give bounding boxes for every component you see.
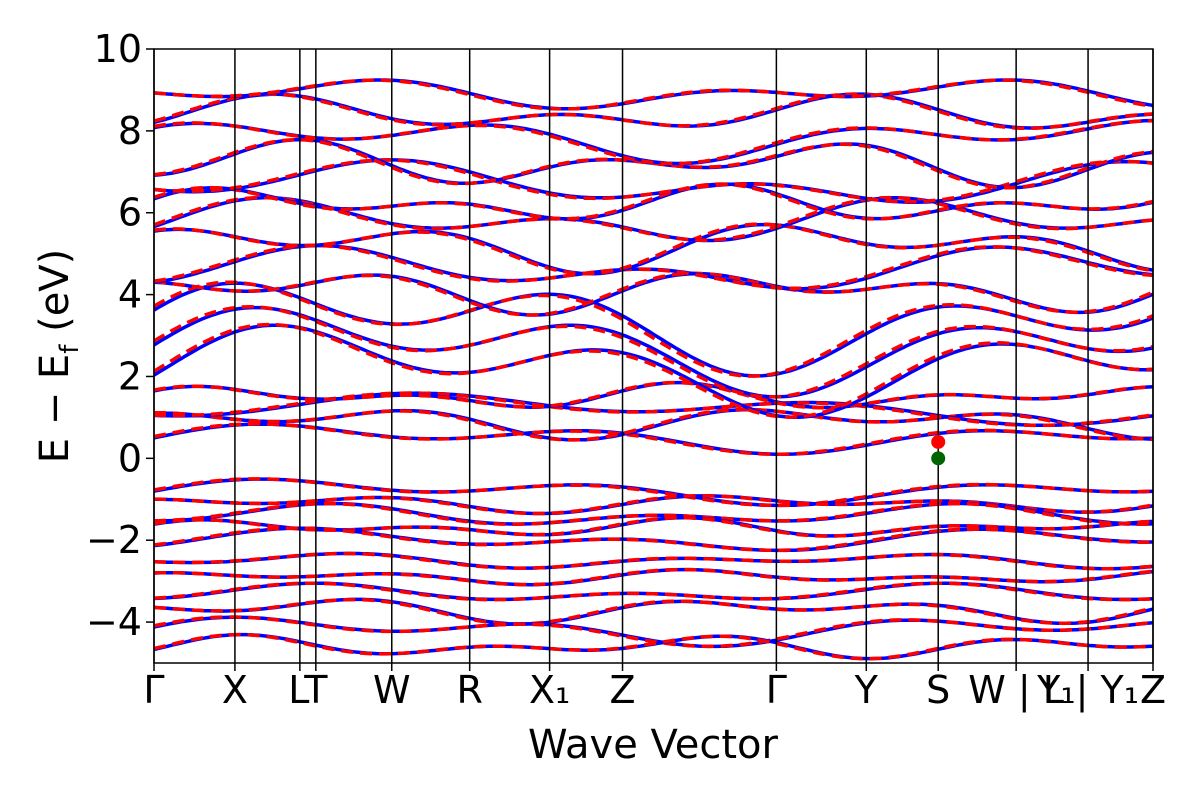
y-axis-title-main: E − E <box>32 354 78 464</box>
band-line-solid <box>154 271 1153 317</box>
band-line-dashed <box>154 615 1153 649</box>
k-point-label: Y₁| Y₁ <box>1036 668 1139 713</box>
plot-frame <box>153 48 1154 664</box>
k-point-label: Γ <box>766 668 787 712</box>
band-line-dashed <box>154 422 1153 456</box>
band-line-dashed <box>154 526 1153 552</box>
bands-layer <box>154 78 1153 661</box>
k-point-label: LT <box>288 668 328 712</box>
y-tick-label: −4 <box>86 600 142 644</box>
band-line-dashed <box>154 78 1153 111</box>
band-edge-markers <box>931 434 946 466</box>
y-tick-label: 2 <box>118 354 142 398</box>
band-line-dashed <box>154 407 1153 442</box>
y-tick-label: 0 <box>118 436 142 480</box>
k-point-label: R <box>456 668 482 712</box>
k-point-label: Y <box>854 668 879 712</box>
y-tick-label: 6 <box>118 191 142 235</box>
y-axis-title: E − Ef (eV) <box>32 249 85 464</box>
band-line-dashed <box>154 280 1153 378</box>
valence-band-maximum-marker <box>931 451 946 466</box>
conduction-band-minimum-marker <box>931 434 946 449</box>
y-tick-label: −2 <box>86 518 142 562</box>
k-point-label: X₁ <box>529 668 570 712</box>
band-line-dashed <box>154 322 1153 419</box>
k-point-label: S <box>926 668 950 712</box>
k-point-label: Z <box>610 668 636 712</box>
y-axis-ticks: −4 −2 0 2 4 6 8 10 <box>86 27 154 644</box>
band-line-dashed <box>154 632 1153 661</box>
band-line-dashed <box>154 567 1153 587</box>
band-line-dashed <box>154 493 1153 516</box>
band-line-dashed <box>154 477 1153 508</box>
y-axis-title-unit: (eV) <box>32 249 78 345</box>
x-axis-ticks: Γ X LT W R X₁ Z Γ Y S W | LY₁| Y₁ Z <box>143 663 1166 713</box>
y-tick-label: 8 <box>118 109 142 153</box>
band-line-dashed <box>154 515 1153 538</box>
k-point-label: X <box>222 668 248 712</box>
band-line-dashed <box>154 597 1153 626</box>
band-line-dashed <box>154 581 1153 602</box>
y-axis-title-sub: f <box>55 344 85 354</box>
y-tick-label: 10 <box>94 27 142 71</box>
k-point-label: Z <box>1140 668 1166 712</box>
band-line-solid <box>154 222 1153 276</box>
k-point-label: Γ <box>143 668 164 712</box>
y-tick-label: 4 <box>118 273 142 317</box>
band-line-dashed <box>154 158 1153 204</box>
band-line-dashed <box>154 182 1153 221</box>
band-line-dashed <box>154 119 1153 166</box>
k-point-label: W <box>373 668 411 712</box>
x-axis-title: Wave Vector <box>528 722 779 768</box>
k-point-label: W | L <box>968 668 1064 713</box>
band-line-dashed <box>154 271 1153 317</box>
band-line-dashed <box>154 391 1153 428</box>
band-line-dashed <box>154 380 1153 410</box>
band-line-dashed <box>154 551 1153 571</box>
band-line-dashed <box>154 501 1153 526</box>
band-line-dashed <box>154 305 1153 399</box>
